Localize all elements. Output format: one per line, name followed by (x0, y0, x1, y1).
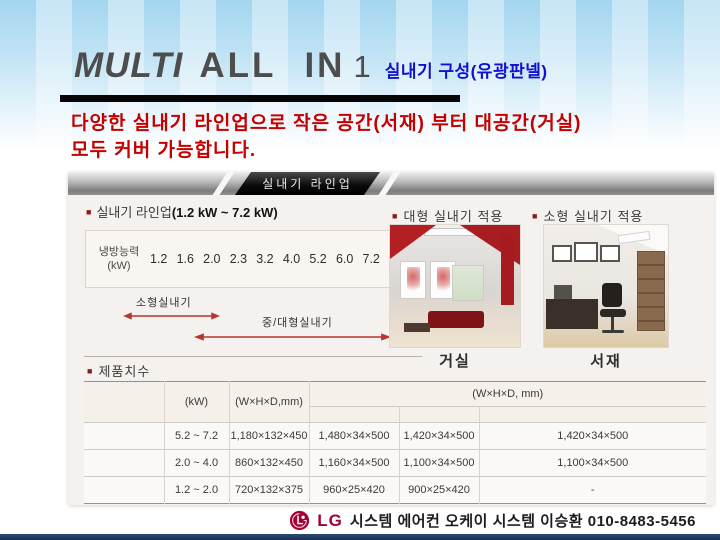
cell-panel-dim: 1,160×34×500 (309, 449, 400, 477)
title-all-in: ALL IN (199, 46, 346, 85)
cell-panel-dim: 900×25×420 (399, 476, 480, 504)
row-label-cell (84, 422, 165, 450)
title-one: 1 (353, 49, 371, 84)
cell-body-dim: 720×132×375 (229, 476, 310, 504)
bullet-square-icon: ■ (87, 366, 94, 376)
lineup-label: 실내기 라인업 (96, 205, 172, 220)
header-kw: (kW) (164, 381, 230, 423)
cell-panel-dim: 1,420×34×500 (399, 422, 480, 450)
dimensions-label: 제품치수 (98, 364, 151, 379)
cell-panel-dim: 1,480×34×500 (309, 422, 400, 450)
large-unit-label: 대형 실내기 적용 (403, 209, 504, 224)
table-row: 5.2 ~ 7.2 1,180×132×450 1,480×34×500 1,4… (84, 422, 706, 450)
bookshelf-shape (637, 251, 665, 331)
dimensions-section-heading: ■ 제품치수 (87, 361, 150, 380)
double-arrow-icon (123, 312, 220, 320)
cell-panel-dim: 960×25×420 (309, 476, 400, 504)
contact-text: 시스템 에어컨 오케이 시스템 이승환 010-8483-5456 (349, 513, 696, 530)
row-label-cell (84, 476, 165, 504)
desk-shape (546, 299, 598, 329)
small-unit-label: 소형 실내기 적용 (543, 209, 644, 224)
top-gradient-band (0, 0, 720, 150)
stripe-pattern (0, 0, 720, 150)
subheader-cell (479, 406, 706, 423)
capacity-label-line1: 냉방능력 (98, 246, 140, 258)
study-room-illustration (544, 225, 668, 347)
table-row: 2.0 ~ 4.0 860×132×450 1,160×34×500 1,100… (84, 449, 706, 477)
bullet-square-icon: ■ (86, 207, 92, 217)
capacity-value: 6.0 (335, 252, 354, 266)
subheader-cell (309, 406, 400, 423)
title-underline (60, 95, 460, 102)
capacity-value: 5.2 (309, 252, 327, 266)
bottom-navy-bar (0, 534, 720, 540)
cell-panel-dim: 1,420×34×500 (479, 422, 706, 450)
cell-panel-dim: - (479, 476, 706, 504)
ribbon-title: 실내기 라인업 (262, 177, 353, 191)
ribbon-header: 실내기 라인업 (68, 172, 714, 195)
ribbon-slash-right (377, 172, 402, 195)
dimensions-table: (kW) (W×H×D,mm) (W×H×D, mm) 5.2 ~ 7.2 1,… (84, 381, 706, 504)
cell-body-dim: 860×132×450 (229, 449, 310, 477)
title-subtitle: 실내기 구성(유광판넬) (384, 62, 548, 81)
capacity-label-line2: (kW) (107, 260, 131, 272)
subheader-cell (399, 406, 480, 423)
capacity-value: 1.6 (176, 252, 194, 266)
intro-line-2: 모두 커버 가능합니다. (71, 140, 257, 161)
title-multi: MULTI (74, 46, 184, 85)
lineup-section-heading: ■ 실내기 라인업(1.2 kW ~ 7.2 kW) (86, 202, 278, 221)
capacity-value: 1.2 (150, 252, 168, 266)
lg-logo-text: LG (317, 510, 343, 530)
capacity-value: 2.0 (203, 252, 221, 266)
intro-text: 다양한 실내기 라인업으로 작은 공간(서재) 부터 대공간(거실) 모두 커버… (71, 110, 582, 164)
ribbon-title-plate: 실내기 라인업 (235, 172, 380, 195)
capacity-value: 3.2 (256, 252, 274, 266)
capacity-values: 1.2 1.6 2.0 2.3 3.2 4.0 5.2 6.0 7.2 (150, 231, 380, 287)
study-room-caption: 서재 (590, 353, 622, 370)
capacity-value: 7.2 (362, 252, 380, 266)
table-corner-cell (84, 381, 165, 423)
capacity-label: 냉방능력 (kW) (92, 245, 146, 273)
row-label-cell (84, 449, 165, 477)
bullet-square-icon: ■ (392, 211, 399, 221)
living-room-illustration (390, 225, 520, 347)
double-arrow-icon (194, 333, 391, 341)
cell-body-dim: 1,180×132×450 (229, 422, 310, 450)
bullet-square-icon: ■ (532, 211, 539, 221)
cell-kw: 2.0 ~ 4.0 (164, 449, 230, 477)
page-title: MULTI ALL IN 1 실내기 구성(유광판넬) (74, 46, 548, 86)
sofa-shape (428, 311, 484, 328)
living-room-caption: 거실 (439, 353, 471, 370)
ribbon-slash-left (211, 172, 236, 195)
intro-line-1: 다양한 실내기 라인업으로 작은 공간(서재) 부터 대공간(거실) (71, 113, 582, 134)
lineup-range: (1.2 kW ~ 7.2 kW) (171, 205, 278, 220)
small-unit-range-label: 소형실내기 (136, 297, 192, 309)
cell-kw: 1.2 ~ 2.0 (164, 476, 230, 504)
table-header-row: (kW) (W×H×D,mm) (W×H×D, mm) (84, 381, 706, 423)
capacity-value: 2.3 (229, 252, 248, 266)
content-panel: 실내기 라인업 ■ 실내기 라인업(1.2 kW ~ 7.2 kW) ■ 대형 실내… (68, 172, 714, 505)
lg-logo-icon (290, 510, 310, 531)
living-room-photo (390, 225, 520, 347)
small-unit-heading: ■ 소형 실내기 적용 (532, 206, 643, 225)
section-divider (84, 356, 422, 357)
large-unit-heading: ■ 대형 실내기 적용 (392, 206, 503, 225)
header-body-dims: (W×H×D,mm) (229, 381, 310, 423)
header-panel-dims-group: (W×H×D, mm) (309, 381, 706, 407)
capacity-value: 4.0 (282, 252, 301, 266)
table-row: 1.2 ~ 2.0 720×132×375 960×25×420 900×25×… (84, 476, 706, 504)
table-subheader-row (84, 406, 706, 423)
cell-panel-dim: 1,100×34×500 (479, 449, 706, 477)
study-room-photo (544, 225, 668, 347)
footer-contact: LG 시스템 에어컨 오케이 시스템 이승환 010-8483-5456 (289, 510, 696, 531)
cell-kw: 5.2 ~ 7.2 (164, 422, 230, 450)
capacity-strip: 냉방능력 (kW) 1.2 1.6 2.0 2.3 3.2 4.0 5.2 6.… (85, 230, 391, 288)
cell-panel-dim: 1,100×34×500 (399, 449, 480, 477)
mid-large-unit-range-label: 중/대형실내기 (262, 317, 333, 329)
